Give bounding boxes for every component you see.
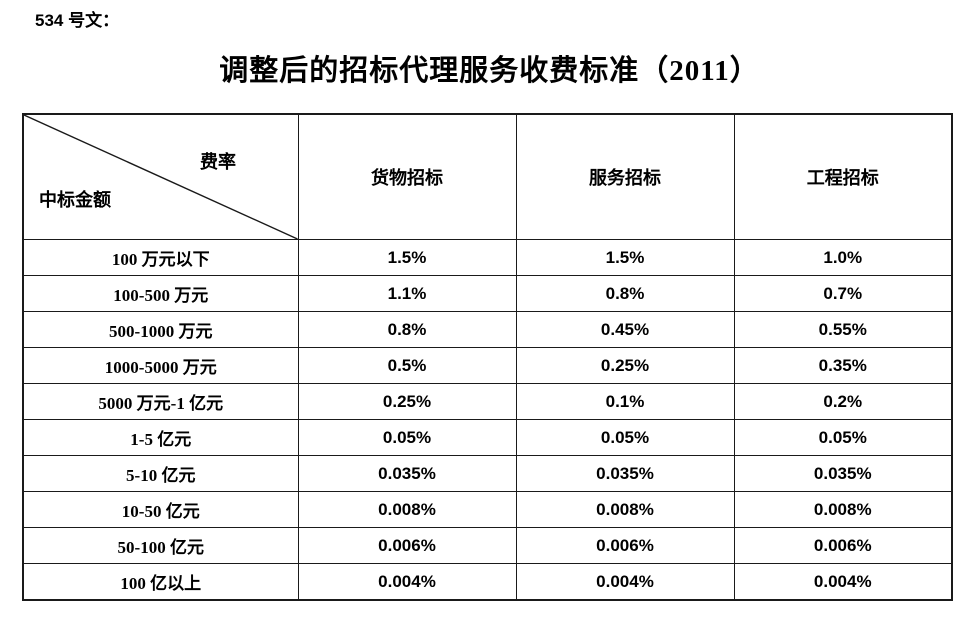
table-row: 5000 万元-1 亿元 0.25% 0.1% 0.2% bbox=[22, 383, 953, 420]
row-label: 100 万元以下 bbox=[22, 239, 299, 276]
fee-cell: 0.45% bbox=[515, 311, 735, 348]
row-label: 500-1000 万元 bbox=[22, 311, 299, 348]
fee-cell: 0.004% bbox=[297, 563, 517, 601]
fee-cell: 0.035% bbox=[733, 455, 953, 492]
fee-cell: 1.0% bbox=[733, 239, 953, 276]
table-row: 50-100 亿元 0.006% 0.006% 0.006% bbox=[22, 527, 953, 564]
fee-cell: 0.55% bbox=[733, 311, 953, 348]
fee-cell: 0.006% bbox=[297, 527, 517, 564]
fee-cell: 0.1% bbox=[515, 383, 735, 420]
table-row: 100 万元以下 1.5% 1.5% 1.0% bbox=[22, 239, 953, 276]
fee-cell: 0.035% bbox=[297, 455, 517, 492]
fee-cell: 0.8% bbox=[515, 275, 735, 312]
corner-label-bid-amount: 中标金额 bbox=[39, 190, 111, 210]
fee-cell: 0.006% bbox=[515, 527, 735, 564]
table-row: 100 亿以上 0.004% 0.004% 0.004% bbox=[22, 563, 953, 601]
table-row: 10-50 亿元 0.008% 0.008% 0.008% bbox=[22, 491, 953, 528]
row-label: 1-5 亿元 bbox=[22, 419, 299, 456]
page-title: 调整后的招标代理服务收费标准（2011） bbox=[219, 55, 760, 87]
corner-header-cell: 费率 中标金额 bbox=[22, 113, 299, 240]
fee-cell: 0.05% bbox=[297, 419, 517, 456]
fee-cell: 0.25% bbox=[297, 383, 517, 420]
column-header-service-tender: 服务招标 bbox=[515, 113, 735, 240]
doc-number: 534 号文： bbox=[35, 11, 120, 30]
fee-cell: 0.25% bbox=[515, 347, 735, 384]
fee-cell: 0.35% bbox=[733, 347, 953, 384]
fee-cell: 0.006% bbox=[733, 527, 953, 564]
fee-cell: 0.05% bbox=[515, 419, 735, 456]
fee-cell: 1.5% bbox=[297, 239, 517, 276]
fee-cell: 0.008% bbox=[297, 491, 517, 528]
row-label: 100-500 万元 bbox=[22, 275, 299, 312]
corner-label-rate: 费率 bbox=[200, 152, 236, 172]
row-label: 5-10 亿元 bbox=[22, 455, 299, 492]
table-row: 1-5 亿元 0.05% 0.05% 0.05% bbox=[22, 419, 953, 456]
row-label: 10-50 亿元 bbox=[22, 491, 299, 528]
fee-cell: 0.05% bbox=[733, 419, 953, 456]
row-label: 100 亿以上 bbox=[22, 563, 299, 601]
fee-cell: 0.035% bbox=[515, 455, 735, 492]
fee-cell: 0.008% bbox=[515, 491, 735, 528]
fee-cell: 1.1% bbox=[297, 275, 517, 312]
fee-cell: 0.7% bbox=[733, 275, 953, 312]
table-row: 1000-5000 万元 0.5% 0.25% 0.35% bbox=[22, 347, 953, 384]
fee-table: 费率 中标金额 货物招标 服务招标 工程招标 100 万元以下 1.5% 1.5… bbox=[22, 113, 953, 601]
table-row: 100-500 万元 1.1% 0.8% 0.7% bbox=[22, 275, 953, 312]
table-row: 5-10 亿元 0.035% 0.035% 0.035% bbox=[22, 455, 953, 492]
row-label: 1000-5000 万元 bbox=[22, 347, 299, 384]
diagonal-divider-line bbox=[24, 115, 298, 239]
fee-cell: 0.5% bbox=[297, 347, 517, 384]
fee-cell: 0.2% bbox=[733, 383, 953, 420]
fee-cell: 1.5% bbox=[515, 239, 735, 276]
row-label: 5000 万元-1 亿元 bbox=[22, 383, 299, 420]
fee-cell: 0.8% bbox=[297, 311, 517, 348]
fee-cell: 0.004% bbox=[515, 563, 735, 601]
column-header-engineering-tender: 工程招标 bbox=[733, 113, 953, 240]
header-row: 费率 中标金额 货物招标 服务招标 工程招标 bbox=[22, 113, 953, 240]
fee-cell: 0.004% bbox=[733, 563, 953, 601]
row-label: 50-100 亿元 bbox=[22, 527, 299, 564]
fee-cell: 0.008% bbox=[733, 491, 953, 528]
table-row: 500-1000 万元 0.8% 0.45% 0.55% bbox=[22, 311, 953, 348]
column-header-goods-tender: 货物招标 bbox=[297, 113, 517, 240]
